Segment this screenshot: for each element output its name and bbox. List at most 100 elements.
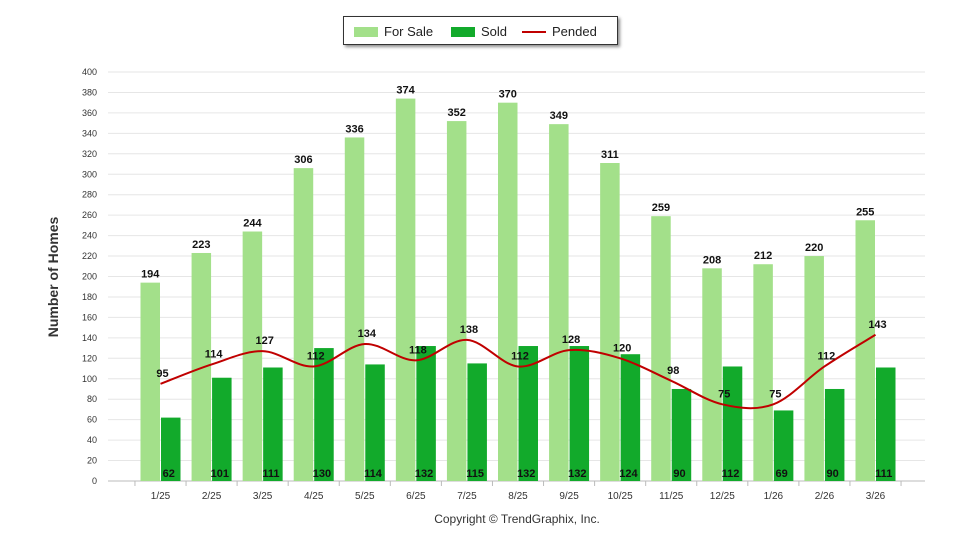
sold-value-label: 132 — [517, 468, 535, 480]
x-tick-label: 2/25 — [202, 491, 222, 502]
for-sale-value-label: 349 — [550, 110, 568, 122]
for-sale-bar — [753, 264, 773, 481]
sold-value-label: 112 — [722, 468, 740, 480]
x-tick-label: 5/25 — [355, 491, 375, 502]
for-sale-value-label: 194 — [141, 269, 160, 281]
pended-value-label: 75 — [718, 388, 730, 400]
x-tick-label: 3/26 — [866, 491, 886, 502]
bars — [140, 98, 896, 482]
y-tick-label: 180 — [82, 292, 97, 302]
sold-value-label: 111 — [262, 468, 279, 480]
for-sale-value-label: 212 — [754, 250, 772, 262]
for-sale-bar — [140, 282, 160, 481]
y-tick-label: 320 — [82, 149, 97, 159]
y-tick-label: 160 — [82, 312, 97, 322]
for-sale-bar — [600, 163, 620, 481]
pended-value-label: 128 — [562, 334, 580, 346]
y-tick-label: 100 — [82, 374, 97, 384]
sold-bar — [876, 367, 896, 481]
sold-value-label: 132 — [415, 468, 433, 480]
sold-bar — [467, 363, 487, 481]
sold-bar — [161, 417, 181, 481]
for-sale-value-label: 208 — [703, 254, 721, 266]
y-tick-label: 280 — [82, 190, 97, 200]
x-tick-label: 2/26 — [815, 491, 835, 502]
sold-swatch — [451, 26, 475, 37]
legend-item-sold: Sold — [451, 24, 507, 39]
for-sale-value-label: 244 — [243, 218, 262, 230]
pended-value-label: 143 — [868, 319, 886, 331]
legend-item-for-sale: For Sale — [354, 24, 433, 39]
pended-swatch — [522, 30, 546, 33]
sold-value-label: 124 — [619, 468, 638, 480]
for-sale-bar — [344, 137, 365, 481]
y-tick-label: 120 — [82, 353, 97, 363]
pended-value-label: 112 — [307, 350, 325, 362]
sold-bar — [773, 410, 794, 481]
pended-value-label: 120 — [613, 342, 631, 354]
y-tick-label: 40 — [87, 435, 97, 445]
sold-value-label: 111 — [875, 468, 892, 480]
sold-value-label: 132 — [568, 468, 586, 480]
y-tick-label: 20 — [87, 456, 97, 466]
x-tick-label: 6/25 — [406, 491, 426, 502]
for-sale-bar — [446, 121, 467, 481]
for-sale-value-label: 255 — [856, 206, 874, 218]
x-tick-label: 10/25 — [608, 491, 633, 502]
sold-bar — [722, 366, 743, 481]
y-tick-label: 200 — [82, 272, 97, 282]
x-tick-label: 4/25 — [304, 491, 324, 502]
pended-value-label: 114 — [205, 348, 224, 360]
for-sale-bar — [549, 124, 569, 482]
for-sale-bar — [855, 220, 875, 481]
pended-value-label: 112 — [511, 350, 529, 362]
copyright: Copyright © TrendGraphix, Inc. — [434, 512, 600, 526]
for-sale-value-label: 223 — [192, 239, 210, 251]
sold-bar — [212, 377, 232, 481]
sold-bar — [314, 348, 334, 481]
for-sale-bar — [804, 256, 824, 481]
pended-line — [160, 333, 877, 410]
y-axis-label: Number of Homes — [45, 217, 61, 338]
y-tick-label: 360 — [82, 108, 97, 118]
for-sale-bar — [293, 168, 314, 482]
for-sale-bar — [242, 231, 263, 481]
y-tick-label: 220 — [82, 251, 97, 261]
for-sale-value-label: 370 — [499, 89, 517, 101]
x-tick-label: 8/25 — [508, 491, 528, 502]
pended-value-label: 134 — [358, 328, 377, 340]
pended-line-path — [160, 333, 877, 410]
for-sale-value-label: 352 — [447, 107, 465, 119]
sold-value-label: 115 — [466, 468, 484, 480]
for-sale-value-label: 306 — [294, 154, 312, 166]
sold-value-label: 101 — [211, 468, 229, 480]
y-tick-label: 140 — [82, 333, 97, 343]
pended-value-label: 95 — [156, 368, 168, 380]
legend-item-pended: Pended — [522, 24, 597, 39]
sold-bar — [620, 354, 641, 481]
pended-value-label: 127 — [255, 335, 273, 347]
y-tick-label: 60 — [87, 415, 97, 425]
pended-value-label: 98 — [667, 365, 679, 377]
y-tick-label: 240 — [82, 231, 97, 241]
for-sale-value-label: 374 — [396, 85, 415, 97]
sold-value-label: 69 — [775, 468, 787, 480]
x-tick-label: 7/25 — [457, 491, 477, 502]
y-tick-label: 0 — [92, 476, 97, 486]
sold-value-label: 62 — [163, 468, 175, 480]
sold-bar — [365, 364, 385, 481]
sold-value-label: 90 — [827, 468, 839, 480]
for-sale-value-label: 311 — [601, 149, 619, 161]
pended-value-label: 75 — [769, 388, 781, 400]
y-tick-label: 400 — [82, 67, 97, 77]
pended-value-label: 118 — [409, 344, 427, 356]
y-tick-label: 340 — [82, 128, 97, 138]
x-tick-label: 12/25 — [710, 491, 735, 502]
data-labels: 194 223 244 306 336 374 352 370 349 311 259 208 212 2… — [141, 85, 892, 480]
sold-value-label: 90 — [673, 468, 685, 480]
pended-value-label: 112 — [818, 350, 836, 362]
sold-bar — [416, 346, 436, 481]
for-sale-value-label: 336 — [345, 123, 363, 135]
legend-label-sold: Sold — [481, 24, 508, 39]
